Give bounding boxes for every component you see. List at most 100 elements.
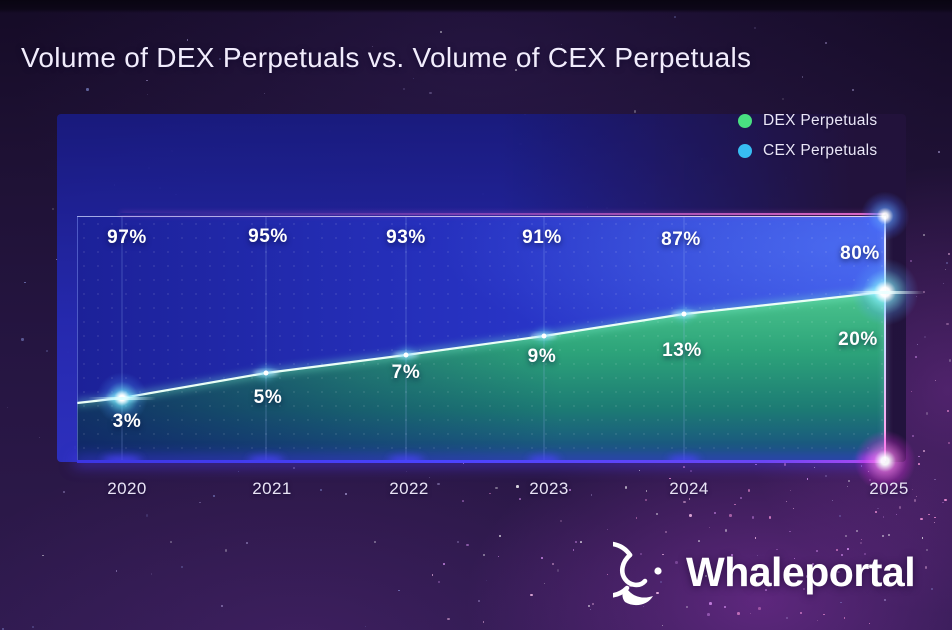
star-dot (403, 87, 406, 90)
star-dot (806, 575, 809, 579)
star-dot (240, 55, 243, 58)
cex-share-label: 97% (107, 227, 147, 248)
star-dot (895, 513, 897, 515)
star-dot (624, 486, 628, 489)
star-dot (515, 69, 517, 71)
star-dot (924, 335, 927, 339)
star-dot (664, 530, 668, 534)
star-dot (835, 548, 838, 551)
star-dot (729, 514, 732, 517)
cex-share-label: 95% (248, 226, 288, 247)
star-dot (246, 541, 249, 544)
star-dot (482, 553, 486, 556)
star-dot (530, 593, 533, 596)
star-dot (698, 63, 700, 66)
legend-item-dex: DEX Perpetuals (738, 110, 877, 132)
star-dot (457, 541, 460, 544)
star-dot (747, 489, 751, 493)
star-dot (723, 606, 726, 609)
star-dot (644, 499, 647, 501)
star-dot (429, 92, 432, 95)
star-dot (405, 470, 408, 473)
star-dot (237, 470, 239, 472)
star-dot (420, 490, 423, 493)
star-dot (669, 477, 671, 480)
star-dot (86, 88, 89, 91)
star-dot (590, 608, 592, 610)
stacked-area-chart (77, 217, 885, 461)
star-dot (543, 582, 545, 584)
star-dot (645, 489, 648, 492)
star-dot (2, 628, 4, 630)
star-dot (690, 470, 693, 473)
star-dot (861, 539, 863, 541)
star-dot (923, 234, 926, 237)
star-dot (930, 588, 934, 591)
star-dot (740, 497, 743, 500)
star-dot (685, 606, 688, 609)
star-dot (911, 434, 914, 437)
star-dot (689, 514, 692, 517)
star-dot (948, 253, 950, 255)
star-dot (910, 391, 912, 393)
star-dot (515, 485, 519, 488)
star-dot (660, 581, 662, 583)
star-dot (789, 530, 791, 533)
star-dot (556, 569, 559, 572)
star-dot (944, 498, 947, 502)
cex-share-label: 87% (661, 229, 701, 250)
star-dot (705, 482, 708, 485)
cex-share-label: 91% (522, 227, 562, 248)
star-dot (219, 57, 222, 60)
star-dot (374, 541, 376, 543)
star-dot (345, 493, 347, 495)
star-dot (928, 514, 930, 516)
star-dot (24, 281, 26, 283)
star-dot (607, 528, 609, 531)
star-dot (413, 77, 415, 79)
star-dot (540, 556, 544, 560)
star-dot (942, 283, 944, 285)
star-dot (934, 516, 936, 519)
legend-item-cex: CEX Perpetuals (738, 140, 877, 162)
star-dot (806, 478, 808, 480)
star-dot (170, 541, 172, 543)
star-dot (875, 511, 877, 513)
star-dot (949, 359, 952, 362)
star-dot (656, 591, 659, 595)
star-dot (181, 566, 183, 568)
brand-watermark: Whaleportal (613, 536, 916, 608)
dex-share-label: 7% (391, 362, 421, 383)
star-dot (793, 557, 796, 559)
star-dot (579, 541, 582, 543)
star-dot (802, 588, 805, 591)
star-dot (466, 543, 469, 547)
star-dot (709, 602, 712, 605)
star-dot (606, 573, 608, 575)
star-dot (662, 554, 664, 556)
star-dot (844, 534, 847, 537)
top-dark-strip (0, 0, 952, 13)
star-dot (638, 470, 640, 472)
star-dot (683, 500, 686, 504)
star-dot (482, 620, 485, 623)
star-dot (840, 602, 842, 604)
star-dot (705, 574, 708, 577)
star-dot (709, 527, 711, 529)
star-dot (790, 490, 792, 492)
star-dot (639, 552, 643, 555)
star-dot (568, 488, 572, 492)
star-dot (882, 534, 885, 537)
star-dot (768, 516, 772, 519)
star-dot (859, 541, 862, 544)
star-dot (915, 355, 918, 359)
star-dot (497, 555, 500, 558)
star-dot (912, 488, 914, 490)
star-dot (673, 16, 676, 18)
star-dot (689, 498, 691, 500)
star-dot (822, 566, 824, 569)
dex-share-label: 9% (527, 346, 557, 367)
star-dot (371, 45, 373, 48)
star-dot (120, 484, 123, 487)
